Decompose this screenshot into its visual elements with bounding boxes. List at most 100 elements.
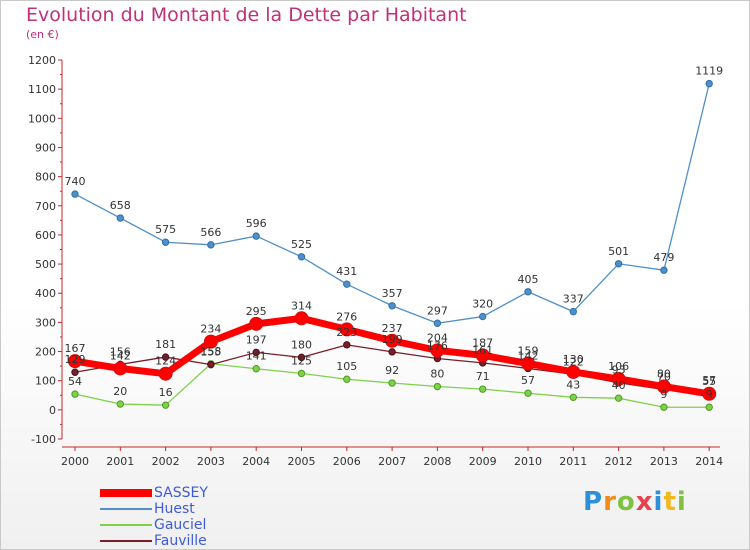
data-point-sassey bbox=[656, 379, 671, 394]
data-point-huest bbox=[479, 312, 487, 321]
y-tick-label: 900 bbox=[35, 141, 56, 154]
data-point-sassey bbox=[68, 354, 82, 369]
legend-label: SASSEY bbox=[154, 485, 208, 501]
data-label-sassey: 106 bbox=[608, 360, 629, 373]
data-point-gauciel bbox=[433, 382, 442, 391]
chart-subtitle: (en €) bbox=[26, 28, 59, 41]
data-point-fauville bbox=[343, 341, 351, 349]
data-label-huest: 658 bbox=[110, 199, 131, 212]
data-label-fauville: 156 bbox=[110, 345, 131, 358]
y-tick-label: 100 bbox=[35, 375, 56, 388]
data-label-huest: 405 bbox=[518, 273, 539, 286]
x-tick-label: 2002 bbox=[152, 455, 180, 468]
data-point-gauciel bbox=[524, 389, 532, 397]
data-label-gauciel: 40 bbox=[612, 379, 626, 392]
data-point-huest bbox=[569, 307, 577, 316]
data-label-gauciel: 9 bbox=[706, 388, 713, 401]
data-label-sassey: 80 bbox=[657, 368, 671, 381]
data-point-fauville bbox=[71, 368, 79, 376]
data-point-fauville bbox=[252, 348, 260, 357]
data-label-fauville: 122 bbox=[563, 355, 584, 368]
data-label-huest: 596 bbox=[246, 217, 267, 230]
data-point-sassey bbox=[385, 333, 400, 348]
data-label-huest: 297 bbox=[427, 304, 448, 317]
data-point-sassey bbox=[611, 371, 626, 386]
x-tick-label: 2001 bbox=[106, 455, 134, 468]
data-label-huest: 320 bbox=[472, 298, 493, 311]
data-point-gauciel bbox=[116, 400, 125, 408]
y-tick-label: 1000 bbox=[28, 112, 56, 125]
chart-title: Evolution du Montant de la Dette par Hab… bbox=[26, 4, 467, 26]
data-label-sassey: 234 bbox=[200, 323, 221, 336]
data-label-gauciel: 71 bbox=[476, 370, 490, 383]
data-label-sassey: 187 bbox=[472, 336, 493, 349]
x-tick-label: 2011 bbox=[559, 455, 587, 468]
data-point-sassey bbox=[203, 334, 218, 349]
logo-letter: r bbox=[603, 487, 617, 517]
x-tick-label: 2008 bbox=[423, 455, 451, 468]
data-label-gauciel: 20 bbox=[113, 385, 127, 398]
data-point-huest bbox=[388, 302, 396, 310]
x-tick-label: 2005 bbox=[288, 455, 316, 468]
data-label-gauciel: 16 bbox=[159, 386, 173, 399]
data-label-fauville: 93 bbox=[612, 364, 626, 377]
data-label-gauciel: 57 bbox=[521, 374, 535, 387]
proxiti-logo: Proxiti bbox=[583, 487, 687, 517]
data-label-huest: 431 bbox=[336, 265, 357, 278]
data-label-fauville: 180 bbox=[291, 338, 312, 351]
data-label-fauville: 155 bbox=[200, 346, 221, 359]
data-label-sassey: 314 bbox=[291, 299, 312, 312]
data-point-sassey bbox=[113, 361, 128, 376]
data-label-fauville: 223 bbox=[336, 326, 357, 339]
y-tick-label: 0 bbox=[49, 404, 56, 417]
data-label-fauville: 161 bbox=[472, 344, 493, 357]
data-point-sassey bbox=[249, 316, 264, 331]
data-label-sassey: 159 bbox=[518, 344, 539, 357]
data-point-sassey bbox=[430, 343, 445, 358]
data-point-sassey bbox=[475, 348, 490, 363]
data-point-huest bbox=[71, 190, 79, 198]
data-label-fauville: 57 bbox=[702, 374, 716, 387]
legend-swatch bbox=[100, 524, 152, 526]
data-label-gauciel: 141 bbox=[246, 350, 267, 363]
data-point-fauville bbox=[207, 360, 215, 369]
data-label-gauciel: 54 bbox=[68, 375, 82, 388]
data-point-gauciel bbox=[705, 403, 713, 411]
y-tick-label: 400 bbox=[35, 287, 56, 300]
data-label-sassey: 55 bbox=[702, 375, 716, 388]
data-label-sassey: 295 bbox=[246, 305, 267, 318]
data-label-sassey: 142 bbox=[110, 349, 131, 362]
data-point-huest bbox=[433, 319, 442, 327]
data-point-gauciel bbox=[252, 365, 260, 373]
data-point-sassey bbox=[521, 356, 535, 371]
data-point-huest bbox=[614, 260, 623, 268]
data-point-gauciel bbox=[161, 401, 170, 409]
data-label-huest: 479 bbox=[653, 251, 674, 264]
data-label-sassey: 124 bbox=[155, 355, 176, 368]
data-label-gauciel: 105 bbox=[336, 360, 357, 373]
data-point-huest bbox=[207, 241, 215, 249]
legend-swatch bbox=[100, 489, 152, 497]
x-tick-label: 2004 bbox=[242, 455, 270, 468]
x-tick-label: 2012 bbox=[605, 455, 633, 468]
data-point-huest bbox=[705, 79, 713, 88]
y-tick-label: 600 bbox=[35, 229, 56, 242]
data-label-gauciel: 158 bbox=[200, 345, 221, 358]
data-point-huest bbox=[116, 214, 125, 222]
data-label-huest: 501 bbox=[608, 245, 629, 258]
logo-letter: t bbox=[663, 487, 677, 517]
data-label-gauciel: 43 bbox=[566, 378, 580, 391]
data-point-sassey bbox=[566, 364, 581, 379]
data-label-fauville: 197 bbox=[246, 333, 267, 346]
data-label-gauciel: 80 bbox=[430, 368, 444, 381]
data-point-huest bbox=[524, 288, 532, 296]
legend-label: Gauciel bbox=[154, 517, 207, 533]
y-tick-label: 200 bbox=[35, 346, 56, 359]
data-point-huest bbox=[161, 238, 170, 246]
legend-label: Fauville bbox=[154, 533, 207, 549]
logo-letter: i bbox=[653, 487, 664, 517]
data-label-huest: 1119 bbox=[695, 65, 723, 78]
data-point-huest bbox=[252, 232, 260, 240]
